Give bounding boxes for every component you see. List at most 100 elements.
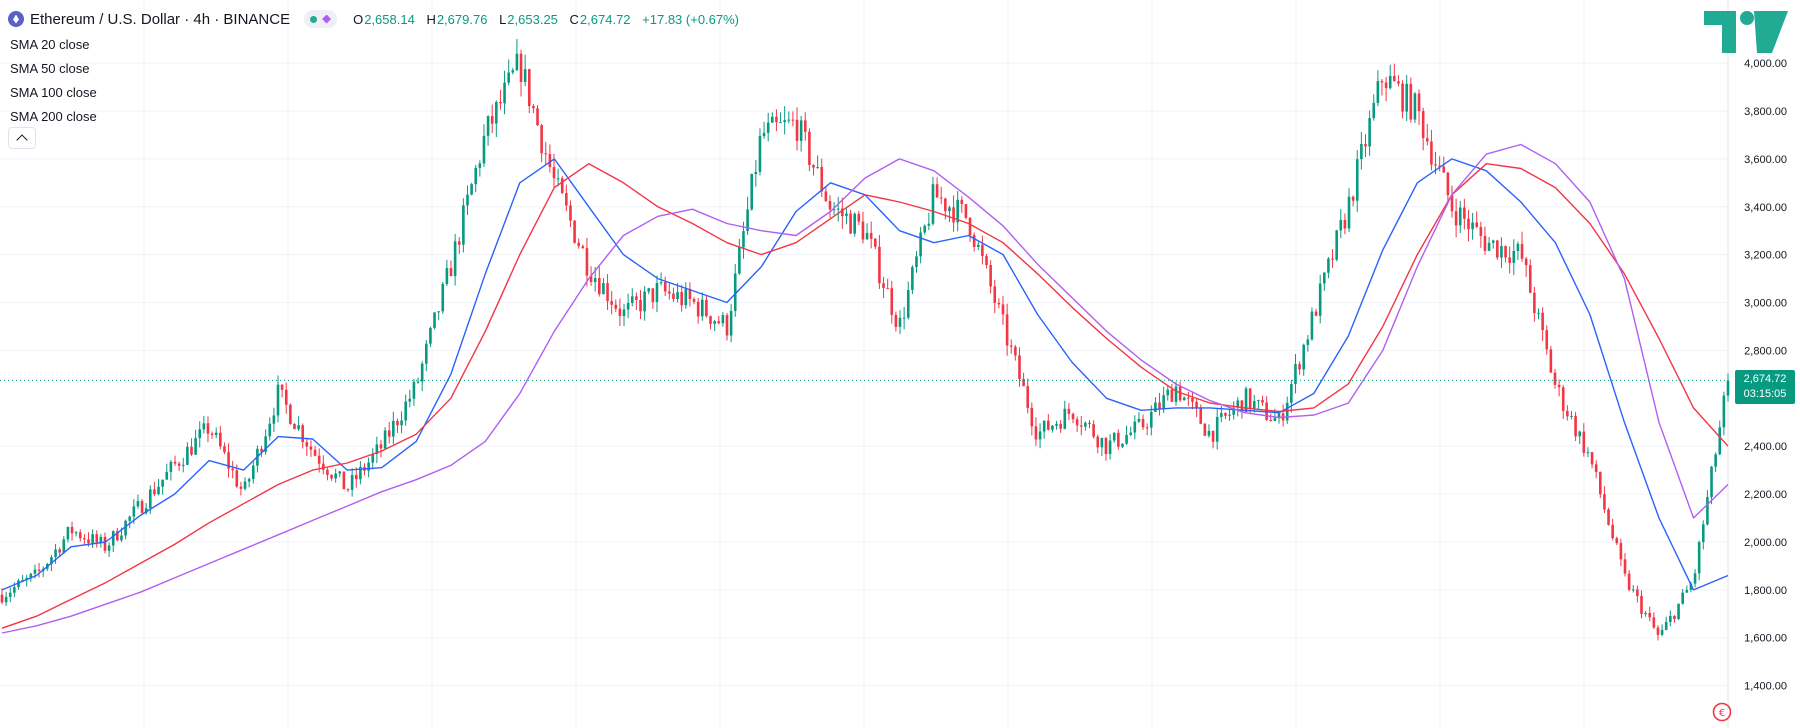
candle-body [206, 423, 210, 434]
candle-body [1079, 425, 1083, 427]
candle-body [1541, 312, 1544, 331]
indicator-sma-20[interactable]: SMA 20 close [10, 37, 90, 52]
candle-body [1599, 471, 1602, 495]
indicator-sma-100[interactable]: SMA 100 close [10, 85, 97, 100]
candle-body [923, 225, 927, 233]
candle-body [581, 246, 585, 249]
candle-body [140, 501, 144, 513]
candle-body [453, 241, 457, 277]
candle-body [1277, 413, 1281, 418]
candle-body [231, 468, 234, 471]
ethereum-icon [8, 11, 24, 27]
candle-body [1516, 243, 1520, 251]
candle-body [66, 526, 70, 540]
candle-body [1014, 346, 1017, 356]
candle-body [144, 508, 148, 513]
indicator-sma-50[interactable]: SMA 50 close [10, 61, 90, 76]
scale-settings-icon[interactable]: € [1712, 702, 1732, 722]
candle-body [1701, 524, 1705, 543]
candle-body [1104, 437, 1108, 455]
candle-body [490, 116, 494, 124]
open-label: O [353, 11, 364, 27]
candle-body [639, 300, 642, 312]
candle-body [750, 174, 754, 210]
candle-body [919, 232, 922, 257]
symbol-title[interactable]: Ethereum / U.S. Dollar · 4h · BINANCE [30, 10, 291, 28]
candle-body [672, 293, 675, 299]
candle-body [1397, 81, 1400, 84]
candle-body [1524, 258, 1528, 266]
candle-body [219, 432, 222, 447]
candle-body [738, 247, 741, 274]
candle-body [659, 282, 663, 284]
candle-body [136, 501, 140, 507]
candle-body [346, 489, 350, 491]
symbol-legend: Ethereum / U.S. Dollar · 4h · BINANCE O2… [8, 8, 747, 30]
candle-body [1018, 355, 1021, 380]
y-axis-tick-label: 3,600.00 [1744, 154, 1787, 166]
candle-body [223, 446, 226, 453]
candle-body [746, 209, 749, 232]
status-pill[interactable] [304, 10, 338, 28]
candle-body [1557, 384, 1561, 388]
candle-body [1603, 494, 1606, 510]
candle-body [676, 292, 679, 299]
candle-body [700, 299, 704, 317]
candle-body [1055, 423, 1058, 426]
candle-body [606, 283, 609, 302]
candle-body [519, 53, 523, 82]
candle-body [1648, 613, 1652, 618]
candle-body [1294, 364, 1297, 385]
candle-body [1454, 211, 1458, 226]
candle-body [931, 184, 935, 224]
candle-body [1327, 258, 1330, 273]
candle-body [107, 545, 111, 551]
candle-body [898, 317, 902, 327]
candle-body [276, 384, 280, 416]
candle-body [383, 430, 387, 449]
candle-body [812, 164, 815, 168]
candle-body [1578, 431, 1582, 437]
candle-body [688, 288, 692, 300]
candle-body [1248, 388, 1252, 409]
last-price-value: 2,674.72 [1743, 373, 1787, 386]
candle-body [1092, 424, 1095, 437]
candle-body [499, 101, 502, 104]
candle-body [1372, 102, 1376, 119]
collapse-indicators-button[interactable] [8, 127, 36, 149]
candle-body [911, 267, 914, 291]
candle-body [1360, 143, 1363, 160]
candle-body [416, 381, 420, 383]
candle-body [841, 208, 844, 217]
candle-body [635, 296, 638, 301]
candle-body [725, 315, 729, 336]
candle-body [1009, 345, 1013, 347]
candle-body [1660, 629, 1664, 635]
candle-body [1240, 400, 1244, 413]
indicator-sma-200[interactable]: SMA 200 close [10, 109, 97, 124]
candle-body [1413, 93, 1417, 120]
candle-body [441, 283, 445, 312]
candle-body [198, 429, 202, 439]
candle-body [1479, 226, 1483, 236]
candle-body [338, 471, 342, 474]
candle-body [902, 317, 906, 319]
candle-body [1520, 243, 1524, 259]
candle-body [1627, 573, 1631, 590]
candle-body [585, 248, 589, 276]
candle-body [577, 242, 581, 247]
candle-body [326, 469, 329, 475]
candle-body [882, 283, 885, 289]
change-value: +17.83 (+0.67%) [642, 11, 740, 27]
candle-body [754, 171, 758, 175]
candle-body [186, 446, 189, 465]
candle-body [317, 455, 321, 464]
sma-50-line [1, 163, 1729, 629]
candle-body [787, 119, 791, 121]
candle-body [1252, 401, 1256, 409]
candle-body [729, 310, 733, 336]
candle-body [709, 316, 712, 324]
candle-body [598, 278, 601, 295]
candle-body [960, 199, 964, 205]
